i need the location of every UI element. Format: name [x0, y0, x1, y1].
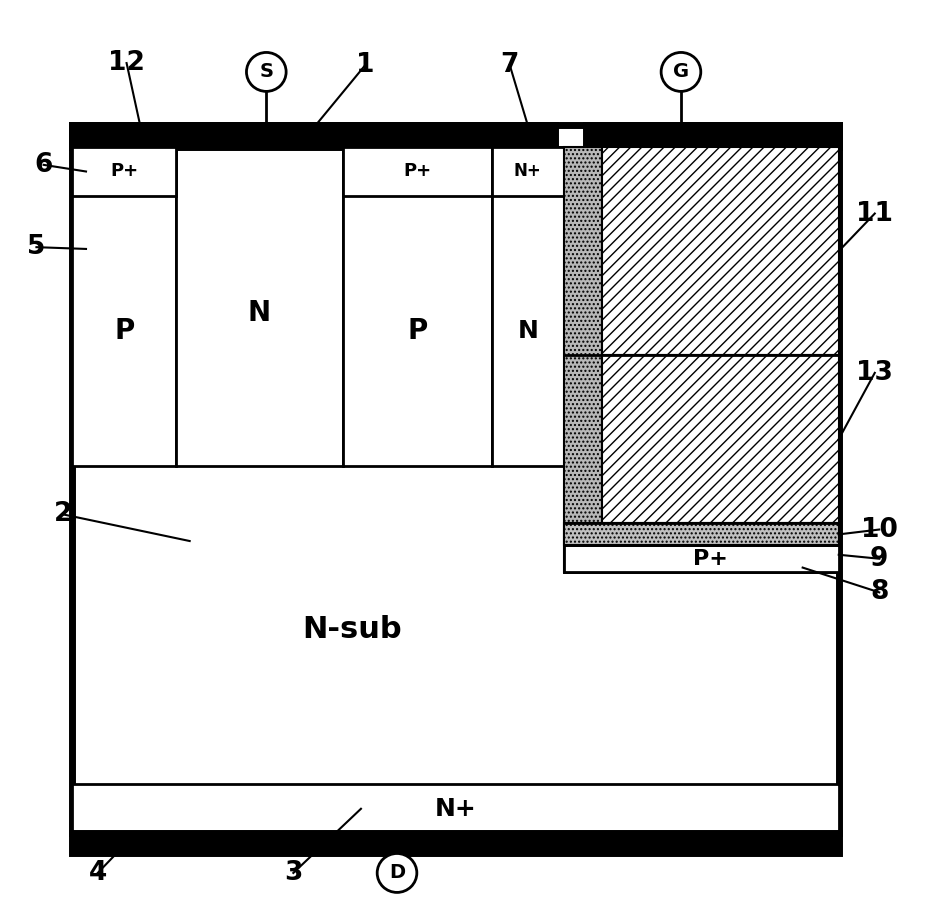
- Bar: [602, 148, 839, 355]
- Circle shape: [246, 53, 286, 91]
- Bar: [563, 524, 839, 546]
- Text: N: N: [517, 319, 538, 343]
- Circle shape: [661, 53, 700, 91]
- Text: S: S: [259, 63, 273, 81]
- Bar: [563, 148, 839, 572]
- Bar: [72, 148, 177, 195]
- Text: N: N: [248, 299, 271, 327]
- Text: 7: 7: [500, 52, 519, 77]
- Text: P+: P+: [110, 162, 138, 181]
- Bar: [72, 148, 177, 466]
- Bar: [343, 148, 492, 466]
- Text: 13: 13: [856, 360, 893, 385]
- Text: 12: 12: [108, 50, 145, 76]
- Bar: [563, 546, 839, 572]
- Bar: [343, 148, 492, 195]
- Text: N+: N+: [514, 162, 542, 181]
- Text: 6: 6: [35, 152, 53, 178]
- Bar: [177, 148, 343, 466]
- Text: P: P: [408, 317, 427, 345]
- Text: 8: 8: [870, 579, 888, 606]
- Text: N+: N+: [435, 797, 476, 821]
- Text: 9: 9: [870, 546, 888, 572]
- Text: P+: P+: [403, 162, 431, 181]
- Circle shape: [377, 854, 417, 892]
- Bar: [492, 148, 563, 195]
- Text: P: P: [115, 317, 134, 345]
- Bar: [586, 125, 839, 148]
- Text: 2: 2: [54, 502, 72, 527]
- Text: N-sub: N-sub: [302, 615, 402, 644]
- Bar: [72, 785, 839, 833]
- Text: D: D: [389, 863, 405, 882]
- Text: 3: 3: [285, 860, 302, 886]
- Text: P+: P+: [693, 549, 728, 569]
- Bar: [492, 148, 563, 466]
- Bar: [72, 125, 839, 833]
- Bar: [563, 148, 602, 572]
- Text: 4: 4: [88, 860, 107, 886]
- Text: 11: 11: [856, 201, 893, 227]
- Bar: [72, 125, 555, 148]
- Text: 10: 10: [861, 516, 898, 542]
- Text: 5: 5: [27, 234, 46, 260]
- Bar: [72, 833, 839, 853]
- Text: 1: 1: [356, 52, 375, 77]
- Text: G: G: [673, 63, 689, 81]
- Bar: [602, 355, 839, 524]
